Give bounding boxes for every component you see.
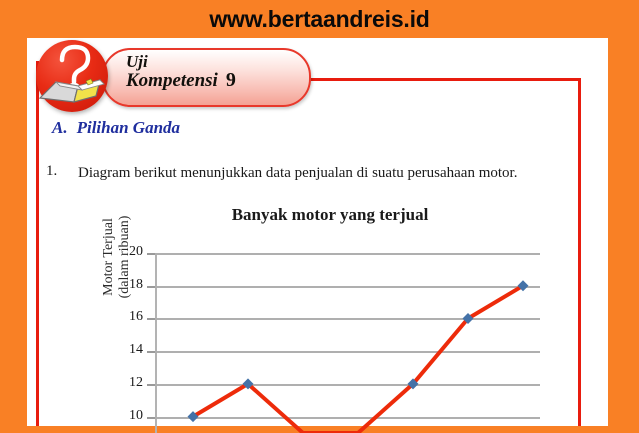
chart-gridline [155, 416, 540, 419]
section-heading: A. Pilihan Ganda [52, 118, 180, 138]
badge-text: Uji Kompetensi 9 [126, 53, 236, 91]
badge-line1: Uji [126, 52, 148, 71]
chart-series-layer [187, 280, 529, 433]
chart-y-tick-label: 18 [129, 276, 143, 292]
page-border-right [578, 78, 581, 426]
question-number: 1. [46, 163, 58, 179]
page-border-left [36, 61, 39, 426]
question-mark-book-icon [38, 44, 105, 103]
chart-y-tick [147, 383, 155, 386]
chart-title: Banyak motor yang terjual [231, 205, 429, 224]
chart-gridline [155, 318, 540, 321]
chart-y-axis [155, 253, 157, 433]
chart-y-tick-label: 12 [129, 374, 143, 390]
badge-line2: Kompetensi 9 [126, 70, 236, 90]
chart-y-tick-label: 16 [129, 309, 143, 325]
chart-plot-area: 20 18 16 14 12 10 [129, 244, 540, 433]
chart-y-tick [147, 416, 155, 419]
chart-data-point [187, 411, 199, 423]
badge-pill: Uji Kompetensi 9 [102, 48, 311, 107]
chart-gridline [155, 285, 540, 288]
chart-y-tick-label: 10 [129, 407, 143, 423]
badge-line2-label: Kompetensi [126, 70, 218, 92]
chart-y-tick [147, 253, 155, 255]
chart-y-tick-label: 14 [129, 342, 143, 358]
section-title: Pilihan Ganda [76, 118, 181, 137]
chart-data-point [407, 378, 419, 390]
chart-y-tick [147, 318, 155, 321]
chart-data-point [517, 280, 529, 292]
badge-number: 9 [225, 69, 236, 92]
uji-kompetensi-badge: Uji Kompetensi 9 [34, 40, 311, 112]
chart-y-tick [147, 351, 155, 354]
chart-y-tick-label: 20 [129, 244, 143, 259]
site-watermark: www.bertaandreis.id [209, 6, 430, 32]
section-letter: A. [52, 118, 68, 137]
chart-y-tick [147, 285, 155, 288]
chart-data-point [462, 312, 474, 324]
question-text: Diagram berikut menunjukkan data penjual… [78, 165, 518, 181]
chart-gridline [155, 383, 540, 386]
chart-gridline [155, 253, 540, 255]
chart-data-point [242, 378, 254, 390]
chart-gridline [155, 351, 540, 354]
page-border-top [297, 78, 581, 81]
line-chart: Banyak motor yang terjual Motor Terjual … [60, 205, 560, 433]
